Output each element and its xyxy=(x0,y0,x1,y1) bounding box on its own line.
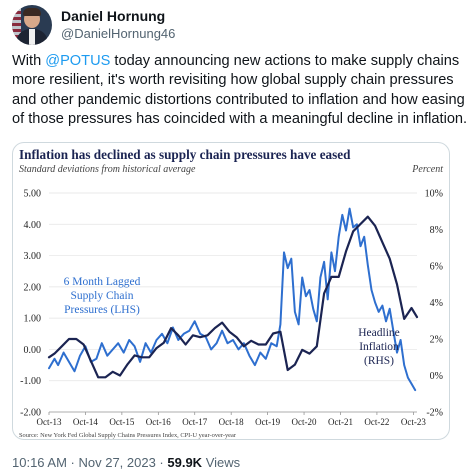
left-tick-label: 0.00 xyxy=(24,345,42,356)
tweet-footer: 10:16 AM · Nov 27, 2023 · 59.9K Views xyxy=(12,455,240,470)
author-handle[interactable]: @DanielHornung46 xyxy=(61,26,176,41)
tweet-text-before: With xyxy=(12,53,46,69)
left-tick-label: 4.00 xyxy=(24,220,42,231)
chart-subtitle: Standard deviations from historical aver… xyxy=(19,164,196,175)
right-tick-label: 6% xyxy=(430,262,443,273)
chart-image[interactable]: Inflation has declined as supply chain p… xyxy=(12,142,450,440)
x-tick-label: Oct-14 xyxy=(73,417,98,427)
x-tick-label: Oct-20 xyxy=(292,417,317,427)
right-tick-label: 10% xyxy=(425,189,443,200)
author-display-name[interactable]: Daniel Hornung xyxy=(61,8,166,24)
left-tick-label: 3.00 xyxy=(24,251,42,262)
timestamp[interactable]: 10:16 AM · Nov 27, 2023 · xyxy=(12,455,168,470)
views-label: Views xyxy=(202,455,241,470)
tweet-text: With @POTUS today announcing new actions… xyxy=(12,52,468,129)
cpi-annotation: Headline Inflation (RHS) xyxy=(358,327,400,367)
gscpi-annotation-line: 6 Month Lagged xyxy=(64,276,141,288)
right-tick-label: -2% xyxy=(426,408,443,419)
tweet-text-after: today announcing new actions to make sup… xyxy=(12,53,468,127)
left-tick-label: 1.00 xyxy=(24,314,42,325)
x-tick-label: Oct-19 xyxy=(255,417,280,427)
chart-source: Source: New York Fed Global Supply Chain… xyxy=(19,432,237,439)
x-tick-label: Oct-23 xyxy=(401,417,426,427)
x-tick-label: Oct-18 xyxy=(219,417,244,427)
left-tick-label: 2.00 xyxy=(24,282,42,293)
gscpi-annotation-line: Supply Chain xyxy=(71,290,134,302)
tweet-header: Daniel Hornung @DanielHornung46 xyxy=(12,5,175,45)
gscpi-series-line xyxy=(48,207,417,392)
left-tick-label: 5.00 xyxy=(24,189,42,200)
x-tick-label: Oct-17 xyxy=(182,417,207,427)
x-tick-label: Oct-13 xyxy=(37,417,62,427)
author-names: Daniel Hornung @DanielHornung46 xyxy=(61,7,175,43)
cpi-annotation-line: Inflation xyxy=(359,341,399,353)
left-tick-label: -2.00 xyxy=(20,408,41,419)
gscpi-annotation: 6 Month Lagged Supply Chain Pressures (LHS… xyxy=(64,276,141,316)
gscpi-annotation-line: Pressures (LHS) xyxy=(64,304,140,316)
chart: Inflation has declined as supply chain p… xyxy=(19,147,443,439)
right-tick-label: 8% xyxy=(430,225,443,236)
left-tick-label: -1.00 xyxy=(20,376,41,387)
right-tick-label: 0% xyxy=(430,371,443,382)
x-tick-label: Oct-22 xyxy=(364,417,389,427)
views-count[interactable]: 59.9K xyxy=(167,455,203,470)
x-tick-label: Oct-16 xyxy=(146,417,171,427)
mention-link[interactable]: @POTUS xyxy=(45,53,111,69)
cpi-annotation-line: Headline xyxy=(358,327,400,339)
right-tick-label: 4% xyxy=(430,298,443,309)
x-tick-label: Oct-21 xyxy=(328,417,353,427)
right-tick-label: 2% xyxy=(430,335,443,346)
right-axis-title: Percent xyxy=(411,164,443,175)
avatar[interactable] xyxy=(12,5,52,45)
cpi-annotation-line: (RHS) xyxy=(364,355,394,367)
cpi-series-line xyxy=(47,215,419,379)
chart-title: Inflation has declined as supply chain p… xyxy=(19,147,351,162)
x-tick-label: Oct-15 xyxy=(109,417,134,427)
